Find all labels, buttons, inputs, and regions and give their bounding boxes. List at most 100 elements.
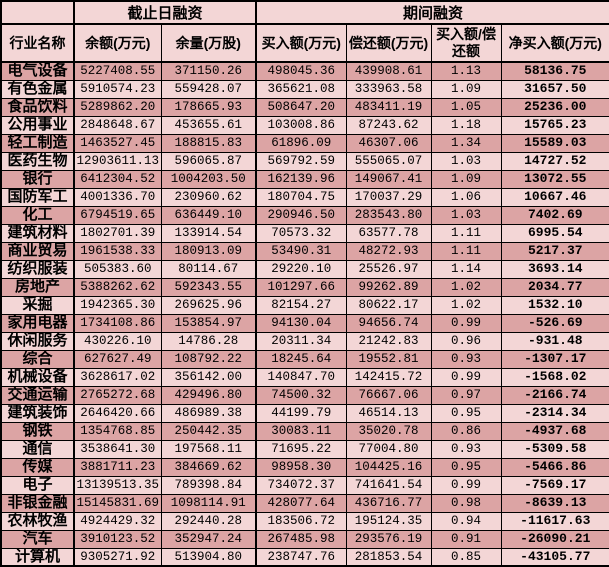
balance-cell: 1942365.30 [73,295,162,315]
table-row: 纺织服装 505383.60 80114.67 29220.10 25526.97 1.1… [0,259,609,279]
repay-amount-cell: 281853.54 [345,547,432,567]
net-buy-cell: 13072.55 [500,169,609,189]
volume-cell: 789398.84 [160,475,258,495]
volume-cell: 108792.22 [160,349,258,369]
column-header-row: 行业名称 余额(万元) 余量(万股) 买入额(万元) 偿还额(万元) 买入额/偿… [0,23,609,63]
repay-amount-cell: 87243.62 [345,115,432,135]
volume-cell: 178665.93 [160,97,258,117]
industry-name-cell: 采掘 [0,295,75,315]
volume-cell: 250442.35 [160,421,258,441]
buy-amount-cell: 365621.08 [255,79,347,99]
repay-amount-cell: 149067.41 [345,169,432,189]
industry-name-cell: 交通运输 [0,385,75,405]
repay-amount-cell: 195124.35 [345,511,432,531]
volume-cell: 636449.10 [160,205,258,225]
table-row: 休闲服务 430226.10 14786.28 20311.34 21242.83 0.9… [0,331,609,351]
industry-name-cell: 医药生物 [0,151,75,171]
ratio-cell: 0.93 [430,349,502,369]
industry-name-cell: 有色金属 [0,79,75,99]
industry-name-cell: 轻工制造 [0,133,75,153]
table-row: 化工 6794519.65 636449.10 290946.50 283543.80 1… [0,205,609,225]
balance-cell: 1961538.33 [73,241,162,261]
col-header-net-buy-amount: 净买入额(万元) [500,23,609,63]
repay-amount-cell: 48272.93 [345,241,432,261]
col-header-repay-amount: 偿还额(万元) [345,23,432,63]
table-row: 建筑材料 1802701.39 133914.54 70573.32 63577.78 1… [0,223,609,243]
volume-cell: 356142.00 [160,367,258,387]
volume-cell: 559428.07 [160,79,258,99]
volume-cell: 153854.97 [160,313,258,333]
buy-amount-cell: 29220.10 [255,259,347,279]
buy-amount-cell: 498045.36 [255,61,347,81]
industry-name-cell: 非银金融 [0,493,75,513]
net-buy-cell: -8639.13 [500,493,609,513]
buy-amount-cell: 20311.34 [255,331,347,351]
repay-amount-cell: 46307.06 [345,133,432,153]
buy-amount-cell: 74500.32 [255,385,347,405]
ratio-cell: 0.86 [430,421,502,441]
repay-amount-cell: 76667.06 [345,385,432,405]
balance-cell: 3538641.30 [73,439,162,459]
industry-name-cell: 家用电器 [0,313,75,333]
ratio-cell: 1.18 [430,115,502,135]
volume-cell: 269625.96 [160,295,258,315]
ratio-cell: 0.99 [430,313,502,333]
table-row: 非银金融 15145831.69 1098114.91 428077.64 436716… [0,493,609,513]
volume-cell: 371150.26 [160,61,258,81]
table-row: 通信 3538641.30 197568.11 71695.22 77004.80 0.9… [0,439,609,459]
net-buy-cell: -526.69 [500,313,609,333]
buy-amount-cell: 94130.04 [255,313,347,333]
ratio-cell: 1.14 [430,259,502,279]
net-buy-cell: 31657.50 [500,79,609,99]
table-row: 电气设备 5227408.55 371150.26 498045.36 439908.6… [0,61,609,81]
industry-name-cell: 建筑装饰 [0,403,75,423]
ratio-cell: 0.94 [430,511,502,531]
balance-cell: 3910123.52 [73,529,162,549]
net-buy-cell: 6995.54 [500,223,609,243]
table-row: 钢铁 1354768.85 250442.35 30083.11 35020.78 0.8… [0,421,609,441]
net-buy-cell: 14727.52 [500,151,609,171]
repay-amount-cell: 80622.17 [345,295,432,315]
net-buy-cell: -2314.34 [500,403,609,423]
ratio-cell: 0.97 [430,385,502,405]
buy-amount-cell: 290946.50 [255,205,347,225]
table-header: 截止日融资 期间融资 行业名称 余额(万元) 余量(万股) 买入额(万元) 偿还… [0,0,609,63]
buy-amount-cell: 569792.59 [255,151,347,171]
repay-amount-cell: 94656.74 [345,313,432,333]
balance-cell: 1354768.85 [73,421,162,441]
ratio-cell: 0.99 [430,475,502,495]
balance-cell: 9305271.92 [73,547,162,567]
buy-amount-cell: 70573.32 [255,223,347,243]
balance-cell: 2646420.66 [73,403,162,423]
volume-cell: 1004203.50 [160,169,258,189]
balance-cell: 1463527.45 [73,133,162,153]
industry-name-cell: 计算机 [0,547,75,567]
volume-cell: 230960.62 [160,187,258,207]
volume-cell: 486989.38 [160,403,258,423]
net-buy-cell: -43105.77 [500,547,609,567]
industry-name-cell: 传媒 [0,457,75,477]
net-buy-cell: -1307.17 [500,349,609,369]
table-row: 建筑装饰 2646420.66 486989.38 44199.79 46514.13 0… [0,403,609,423]
industry-name-cell: 国防军工 [0,187,75,207]
industry-name-cell: 建筑材料 [0,223,75,243]
repay-amount-cell: 142415.72 [345,367,432,387]
net-buy-cell: 5217.37 [500,241,609,261]
ratio-cell: 1.02 [430,295,502,315]
balance-cell: 5289862.20 [73,97,162,117]
net-buy-cell: -5466.86 [500,457,609,477]
ratio-cell: 1.11 [430,223,502,243]
net-buy-cell: -7569.17 [500,475,609,495]
industry-name-cell: 纺织服装 [0,259,75,279]
net-buy-cell: 3693.14 [500,259,609,279]
buy-amount-cell: 180704.75 [255,187,347,207]
industry-name-cell: 银行 [0,169,75,189]
balance-cell: 12903611.13 [73,151,162,171]
table-row: 农林牧渔 4924429.32 292440.28 183506.72 195124.3… [0,511,609,531]
balance-cell: 5388262.62 [73,277,162,297]
buy-amount-cell: 18245.64 [255,349,347,369]
industry-name-cell: 机械设备 [0,367,75,387]
buy-amount-cell: 267485.98 [255,529,347,549]
volume-cell: 188815.83 [160,133,258,153]
buy-amount-cell: 71695.22 [255,439,347,459]
